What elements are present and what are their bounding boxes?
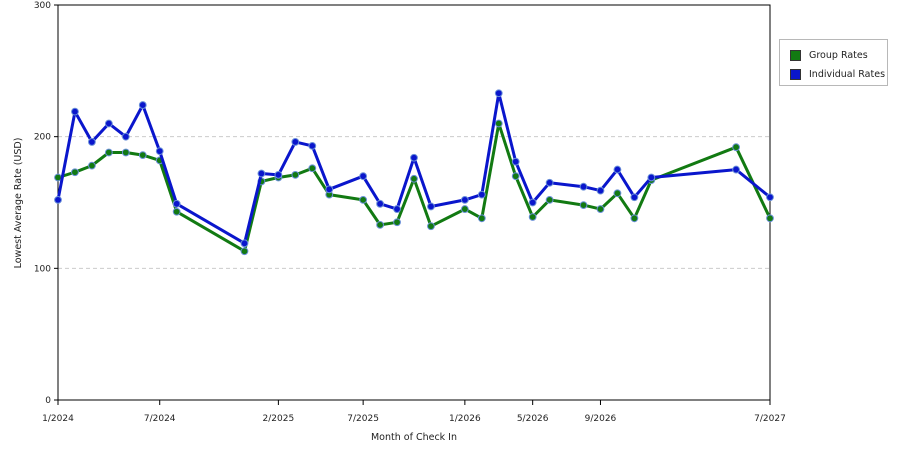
data-point-group-rates <box>393 218 401 227</box>
x-tick-label: 1/2026 <box>449 414 481 424</box>
data-point-individual-rates <box>427 202 435 211</box>
data-point-individual-rates <box>308 141 317 150</box>
data-point-individual-rates <box>172 199 181 208</box>
data-point-group-rates <box>511 172 520 181</box>
x-tick-label: 7/2027 <box>754 414 786 424</box>
data-point-group-rates <box>359 195 368 204</box>
data-point-group-rates <box>240 247 249 256</box>
y-tick-label: 200 <box>34 133 51 143</box>
data-point-group-rates <box>528 213 537 221</box>
x-axis-title: Month of Check In <box>371 432 457 443</box>
data-point-individual-rates <box>274 170 283 179</box>
data-point-group-rates <box>427 222 435 231</box>
plot-area-border <box>57 4 771 401</box>
data-point-individual-rates <box>138 101 147 109</box>
legend-item-individual-rates: Individual Rates <box>790 67 885 81</box>
legend: Group Rates Individual Rates <box>779 39 888 86</box>
data-point-individual-rates <box>613 165 622 174</box>
data-point-group-rates <box>494 119 503 128</box>
data-point-group-rates <box>308 164 317 173</box>
data-point-group-rates <box>732 143 740 152</box>
data-point-group-rates <box>596 205 605 213</box>
x-tick-label: 1/2024 <box>42 414 74 424</box>
data-point-individual-rates <box>477 190 486 199</box>
data-point-group-rates <box>88 161 96 170</box>
y-tick-label: 0 <box>45 396 51 406</box>
data-point-group-rates <box>579 201 588 210</box>
legend-label-individual-rates: Individual Rates <box>809 68 886 80</box>
data-point-individual-rates <box>240 239 249 248</box>
data-point-group-rates <box>121 148 130 157</box>
data-point-individual-rates <box>325 185 334 194</box>
x-tick-label: 7/2024 <box>144 414 176 424</box>
data-point-group-rates <box>630 214 639 223</box>
axes <box>54 4 771 405</box>
data-point-individual-rates <box>376 199 384 208</box>
data-point-individual-rates <box>54 195 62 204</box>
legend-swatch-group-rates <box>790 49 801 61</box>
data-point-individual-rates <box>410 153 418 162</box>
legend-swatch-individual-rates <box>790 68 801 80</box>
data-point-individual-rates <box>630 193 639 202</box>
legend-item-group-rates: Group Rates <box>790 48 868 62</box>
data-point-group-rates <box>104 148 113 157</box>
data-point-group-rates <box>766 214 774 223</box>
data-point-individual-rates <box>766 193 774 202</box>
series-line-group-rates <box>57 122 772 253</box>
data-point-group-rates <box>460 205 469 213</box>
data-point-individual-rates <box>104 119 113 128</box>
x-tick-label: 2/2025 <box>263 414 295 424</box>
data-point-individual-rates <box>393 205 401 213</box>
data-point-individual-rates <box>359 172 368 181</box>
data-point-individual-rates <box>545 178 554 187</box>
data-point-individual-rates <box>257 169 266 178</box>
data-point-individual-rates <box>528 198 537 207</box>
data-point-individual-rates <box>647 173 656 182</box>
data-point-individual-rates <box>494 89 503 98</box>
tick-labels: 0 100 200 300 1/2024 7/2024 2/2025 7/2025 1/2026… <box>34 1 786 424</box>
data-point-group-rates <box>477 214 486 223</box>
data-point-individual-rates <box>511 157 520 166</box>
data-point-individual-rates <box>71 107 79 116</box>
data-point-group-rates <box>172 207 181 216</box>
data-point-individual-rates <box>88 138 96 146</box>
data-point-group-rates <box>376 220 384 229</box>
x-tick-label: 9/2026 <box>585 414 617 424</box>
data-point-group-rates <box>410 174 418 183</box>
y-axis-title: Lowest Average Rate (USD) <box>13 138 24 269</box>
y-tick-label: 300 <box>34 1 51 11</box>
y-tick-label: 100 <box>34 264 51 274</box>
data-point-group-rates <box>545 195 554 204</box>
series-lines <box>54 89 774 256</box>
data-point-individual-rates <box>121 132 130 141</box>
data-point-group-rates <box>71 168 79 177</box>
x-tick-label: 5/2026 <box>517 414 549 424</box>
data-point-group-rates <box>613 189 622 198</box>
series-points-individual-rates <box>54 89 774 248</box>
data-point-group-rates <box>291 170 300 179</box>
series-points-group-rates <box>54 119 774 256</box>
data-point-individual-rates <box>596 186 605 195</box>
data-point-individual-rates <box>155 147 164 156</box>
x-tick-label: 7/2025 <box>347 414 379 424</box>
data-point-individual-rates <box>291 138 300 146</box>
data-point-individual-rates <box>579 182 588 191</box>
data-point-individual-rates <box>460 195 469 204</box>
data-point-group-rates <box>138 151 147 160</box>
legend-label-group-rates: Group Rates <box>809 49 868 61</box>
series-line-individual-rates <box>56 91 771 245</box>
data-point-individual-rates <box>732 165 740 174</box>
